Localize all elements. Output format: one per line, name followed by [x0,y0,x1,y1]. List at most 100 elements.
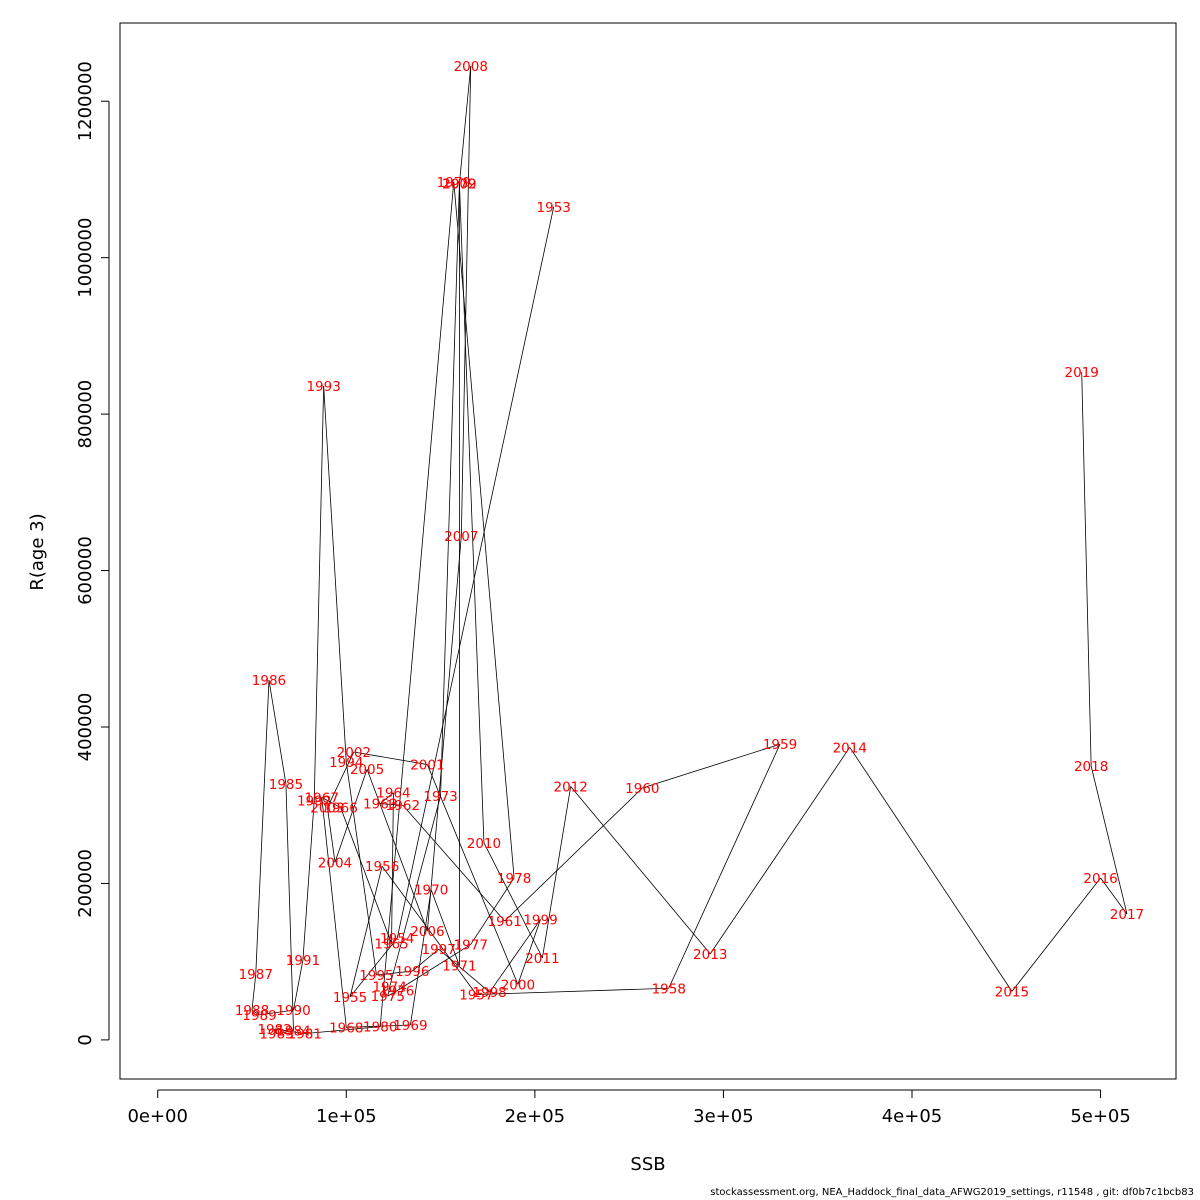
year-label: 1960 [625,781,659,797]
x-axis: 0e+00 1e+05 2e+05 3e+05 4e+05 5e+05 [127,1089,1131,1127]
year-label: 1979 [437,175,471,191]
trajectory-segment [427,764,519,985]
trajectory-segment [276,1030,294,1035]
trajectory-segment [412,948,439,972]
year-label: 1998 [472,985,506,1001]
trajectory-segment [430,889,460,966]
trajectory-segment [389,795,441,987]
trajectory-line [251,65,1128,1035]
year-label: 2014 [833,740,867,756]
year-label: 1981 [288,1027,322,1043]
trajectory-segment [438,948,490,993]
trajectory-segment [259,1009,294,1016]
trajectory-segment [334,769,368,863]
year-label: 1974 [372,980,406,996]
year-label: 1958 [652,981,686,997]
trajectory-segment [251,1009,260,1016]
x-tick-label: 0e+00 [127,1106,188,1127]
x-tick-label: 2e+05 [505,1106,566,1127]
trajectory-segment [1100,877,1128,915]
y-tick-label: 200000 [75,849,96,918]
year-label: 1994 [329,755,363,771]
year-label: 1954 [380,931,414,947]
trajectory-segment [327,807,336,863]
trajectory-segment [410,889,432,1026]
trajectory-segment [387,986,391,997]
trajectory-segment [1090,766,1128,915]
year-label: 2000 [501,977,535,993]
trajectory-segment [285,784,294,1031]
year-label: 1996 [395,964,429,980]
trajectory-segment [349,866,383,997]
year-label: 1983 [259,1027,293,1043]
x-tick-label: 4e+05 [882,1106,943,1127]
trajectory-segment [340,807,392,944]
trajectory-segment [642,743,781,789]
trajectory-segment [426,536,462,932]
trajectory-segment [379,181,455,1027]
trajectory-segment [517,919,541,985]
trajectory-segment [668,744,781,989]
year-label: 2018 [1074,759,1108,775]
year-label: 2005 [350,762,384,778]
trajectory-segment [304,1026,381,1035]
year-label: 1986 [252,673,286,689]
year-label: 1982 [257,1022,291,1038]
trajectory-segment [302,800,315,961]
trajectory-segment [353,751,428,765]
trajectory-segment [1011,877,1101,992]
y-tick-label: 1200000 [75,61,96,141]
y-tick-label: 400000 [75,693,96,762]
x-tick-label: 5e+05 [1070,1106,1131,1127]
trajectory-segment [402,804,505,922]
trajectory-segment [570,786,711,955]
year-label: 2001 [410,758,444,774]
trajectory-segment [709,747,851,955]
footer-note: stockassessment.org, NEA_Haddock_final_d… [710,1187,1194,1198]
trajectory-segment [346,1024,411,1028]
year-label: 1962 [386,798,420,814]
year-label: 1971 [442,959,476,975]
year-label: 1959 [763,737,797,753]
trajectory-segment [268,680,287,785]
year-label: 1999 [523,912,557,928]
year-label: 1956 [365,859,399,875]
year-label: 2009 [442,176,476,192]
year-label: 1977 [454,937,488,953]
year-label: 1976 [380,984,414,1000]
trajectory-segment [376,970,413,976]
year-label: 2019 [1065,365,1099,381]
y-tick-label: 800000 [75,380,96,449]
trajectory-segment [327,751,355,808]
year-label: 2016 [1083,871,1117,887]
trajectory-segment [293,960,304,1011]
trajectory-segment [440,183,460,796]
year-label: 1985 [269,777,303,793]
year-label: 1953 [537,200,571,216]
year-label: 1966 [323,801,357,817]
year-labels: 1953 1954 1955 1956 1957 1958 1959 1960 1961 1962… [235,59,1144,1043]
year-label: 1978 [497,871,531,887]
trajectory-segment [349,937,398,998]
year-label: 2004 [318,855,352,871]
year-label: 1955 [333,990,367,1006]
year-label: 1969 [393,1018,427,1034]
year-label: 2017 [1110,907,1144,923]
trajectory-segment [542,786,572,958]
year-label: 1984 [276,1024,310,1040]
x-axis-label: SSB [630,1154,665,1175]
trajectory-segment [459,65,472,184]
trajectory-segment [274,1028,277,1034]
x-tick-label: 3e+05 [693,1106,754,1127]
trajectory-segment [489,919,541,993]
y-axis-label: R(age 3) [27,513,48,590]
year-label: 1989 [242,1008,276,1024]
year-label: 1965 [374,937,408,953]
year-label: 1972 [442,176,476,192]
year-label: 1975 [371,989,405,1005]
trajectory-segment [321,797,341,808]
year-label: 2002 [337,745,371,761]
year-label: 1987 [239,967,273,983]
trajectory-segment [321,797,347,1028]
